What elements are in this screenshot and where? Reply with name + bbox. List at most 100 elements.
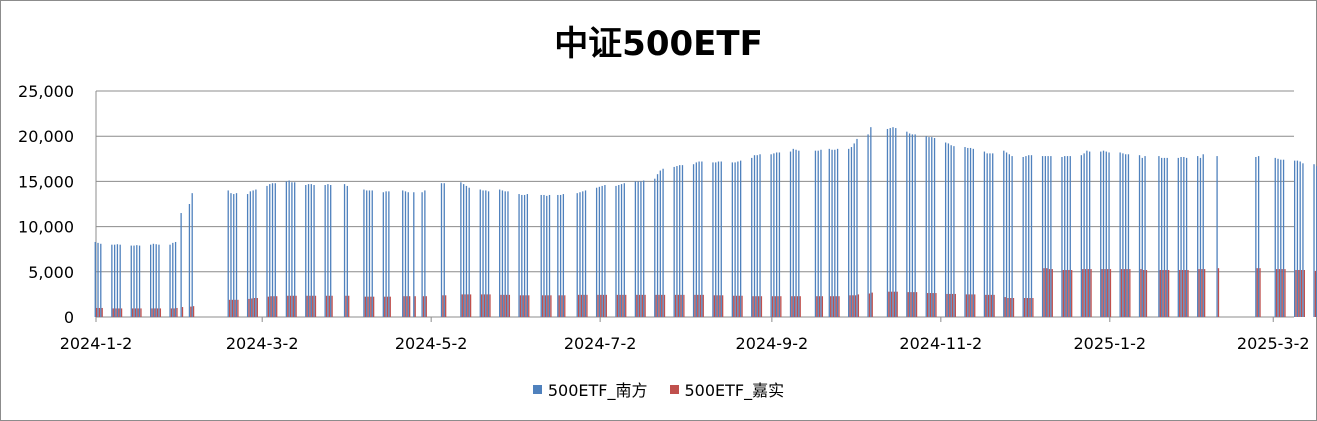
x-tick-label: 2025-1-2 xyxy=(1073,334,1146,353)
bar-500etf-jiashi xyxy=(832,296,835,317)
bar-500etf-nanfang xyxy=(676,166,678,317)
bar-500etf-jiashi xyxy=(442,295,444,317)
bar-500etf-jiashi xyxy=(965,294,968,317)
bar-500etf-nanfang xyxy=(119,244,121,317)
bar-500etf-nanfang xyxy=(385,191,387,317)
bar-500etf-nanfang xyxy=(413,192,415,317)
bar-500etf-jiashi xyxy=(799,296,801,317)
bar-500etf-jiashi xyxy=(852,295,854,317)
bar-500etf-nanfang xyxy=(717,161,720,317)
bar-500etf-nanfang xyxy=(97,242,99,317)
bar-500etf-nanfang xyxy=(136,245,138,317)
bar-500etf-jiashi xyxy=(1162,269,1164,317)
bar-500etf-nanfang xyxy=(559,194,562,317)
bar-500etf-nanfang xyxy=(623,183,625,317)
bar-500etf-nanfang xyxy=(654,178,656,317)
bar-500etf-jiashi xyxy=(1300,269,1303,317)
bar-500etf-nanfang xyxy=(679,165,681,317)
bar-500etf-jiashi xyxy=(364,296,366,317)
bar-500etf-jiashi xyxy=(868,293,871,317)
bar-500etf-jiashi xyxy=(602,294,605,317)
bar-500etf-jiashi xyxy=(192,306,195,317)
bar-500etf-nanfang xyxy=(424,190,426,317)
bar-500etf-nanfang xyxy=(895,128,897,317)
y-tick-label: 10,000 xyxy=(18,218,74,237)
bar-500etf-nanfang xyxy=(152,243,155,317)
bar-500etf-nanfang xyxy=(1008,154,1010,317)
bar-500etf-nanfang xyxy=(1125,154,1127,317)
bar-500etf-nanfang xyxy=(346,185,348,317)
bar-500etf-nanfang xyxy=(330,185,332,317)
bar-500etf-jiashi xyxy=(348,295,350,317)
bar-500etf-nanfang xyxy=(1047,156,1049,317)
bar-500etf-jiashi xyxy=(616,294,619,317)
bar-500etf-nanfang xyxy=(233,194,235,317)
bar-500etf-jiashi xyxy=(464,294,466,317)
bar-500etf-jiashi xyxy=(1082,269,1084,317)
bar-500etf-jiashi xyxy=(1010,298,1012,317)
bar-500etf-jiashi xyxy=(896,291,898,317)
bar-500etf-jiashi xyxy=(735,295,738,317)
bar-500etf-jiashi xyxy=(1167,269,1170,317)
bar-500etf-nanfang xyxy=(1296,160,1299,317)
bar-500etf-nanfang xyxy=(313,185,315,317)
bar-500etf-nanfang xyxy=(149,244,152,317)
bar-500etf-jiashi xyxy=(325,295,328,317)
bar-500etf-jiashi xyxy=(289,295,292,317)
bar-500etf-jiashi xyxy=(312,295,314,317)
bar-500etf-jiashi xyxy=(370,296,372,317)
bar-500etf-jiashi xyxy=(1201,269,1203,317)
bar-500etf-jiashi xyxy=(699,294,702,317)
bar-500etf-jiashi xyxy=(1043,268,1045,317)
bar-500etf-nanfang xyxy=(1255,156,1257,317)
bar-500etf-jiashi xyxy=(830,296,832,317)
bar-500etf-nanfang xyxy=(734,162,736,317)
bar-500etf-nanfang xyxy=(191,193,193,317)
bar-500etf-jiashi xyxy=(796,296,799,317)
bar-500etf-jiashi xyxy=(190,306,192,317)
bar-500etf-jiashi xyxy=(134,308,137,317)
bar-500etf-nanfang xyxy=(931,137,933,317)
bar-500etf-jiashi xyxy=(946,293,948,317)
bar-500etf-nanfang xyxy=(737,161,739,317)
bar-500etf-nanfang xyxy=(543,194,545,317)
bar-500etf-jiashi xyxy=(140,308,142,317)
bar-500etf-jiashi xyxy=(597,294,599,317)
bar-500etf-nanfang xyxy=(656,174,659,317)
bar-500etf-nanfang xyxy=(828,148,830,317)
bar-500etf-nanfang xyxy=(504,191,506,317)
bar-500etf-jiashi xyxy=(1198,269,1200,317)
bar-500etf-nanfang xyxy=(1086,150,1088,317)
bar-500etf-nanfang xyxy=(172,242,174,317)
bar-500etf-nanfang xyxy=(695,162,697,317)
bar-500etf-jiashi xyxy=(835,296,837,317)
bar-500etf-jiashi xyxy=(481,294,483,317)
bar-500etf-jiashi xyxy=(547,295,549,317)
bar-500etf-jiashi xyxy=(663,294,666,317)
bar-500etf-nanfang xyxy=(294,182,296,317)
bar-500etf-nanfang xyxy=(404,191,407,317)
bar-500etf-nanfang xyxy=(908,133,911,317)
bar-500etf-jiashi xyxy=(777,296,779,317)
bar-500etf-jiashi xyxy=(253,298,256,317)
bar-500etf-jiashi xyxy=(1029,298,1031,317)
bar-500etf-jiashi xyxy=(854,295,857,317)
bar-500etf-nanfang xyxy=(180,213,182,317)
bar-500etf-jiashi xyxy=(384,296,386,317)
bar-500etf-nanfang xyxy=(482,190,484,317)
bar-500etf-jiashi xyxy=(483,294,486,317)
bar-500etf-nanfang xyxy=(814,150,817,317)
bar-500etf-nanfang xyxy=(518,194,520,317)
bar-500etf-nanfang xyxy=(1044,156,1046,317)
bar-500etf-nanfang xyxy=(255,189,257,317)
bar-500etf-jiashi xyxy=(677,294,679,317)
bar-500etf-nanfang xyxy=(906,131,908,317)
bar-500etf-jiashi xyxy=(1129,269,1131,317)
bar-500etf-nanfang xyxy=(604,185,606,317)
bar-500etf-nanfang xyxy=(388,191,390,317)
bar-500etf-jiashi xyxy=(176,307,178,317)
bar-500etf-nanfang xyxy=(795,149,797,317)
bar-500etf-nanfang xyxy=(853,143,855,317)
bar-500etf-nanfang xyxy=(848,148,850,317)
bar-500etf-nanfang xyxy=(739,160,742,317)
